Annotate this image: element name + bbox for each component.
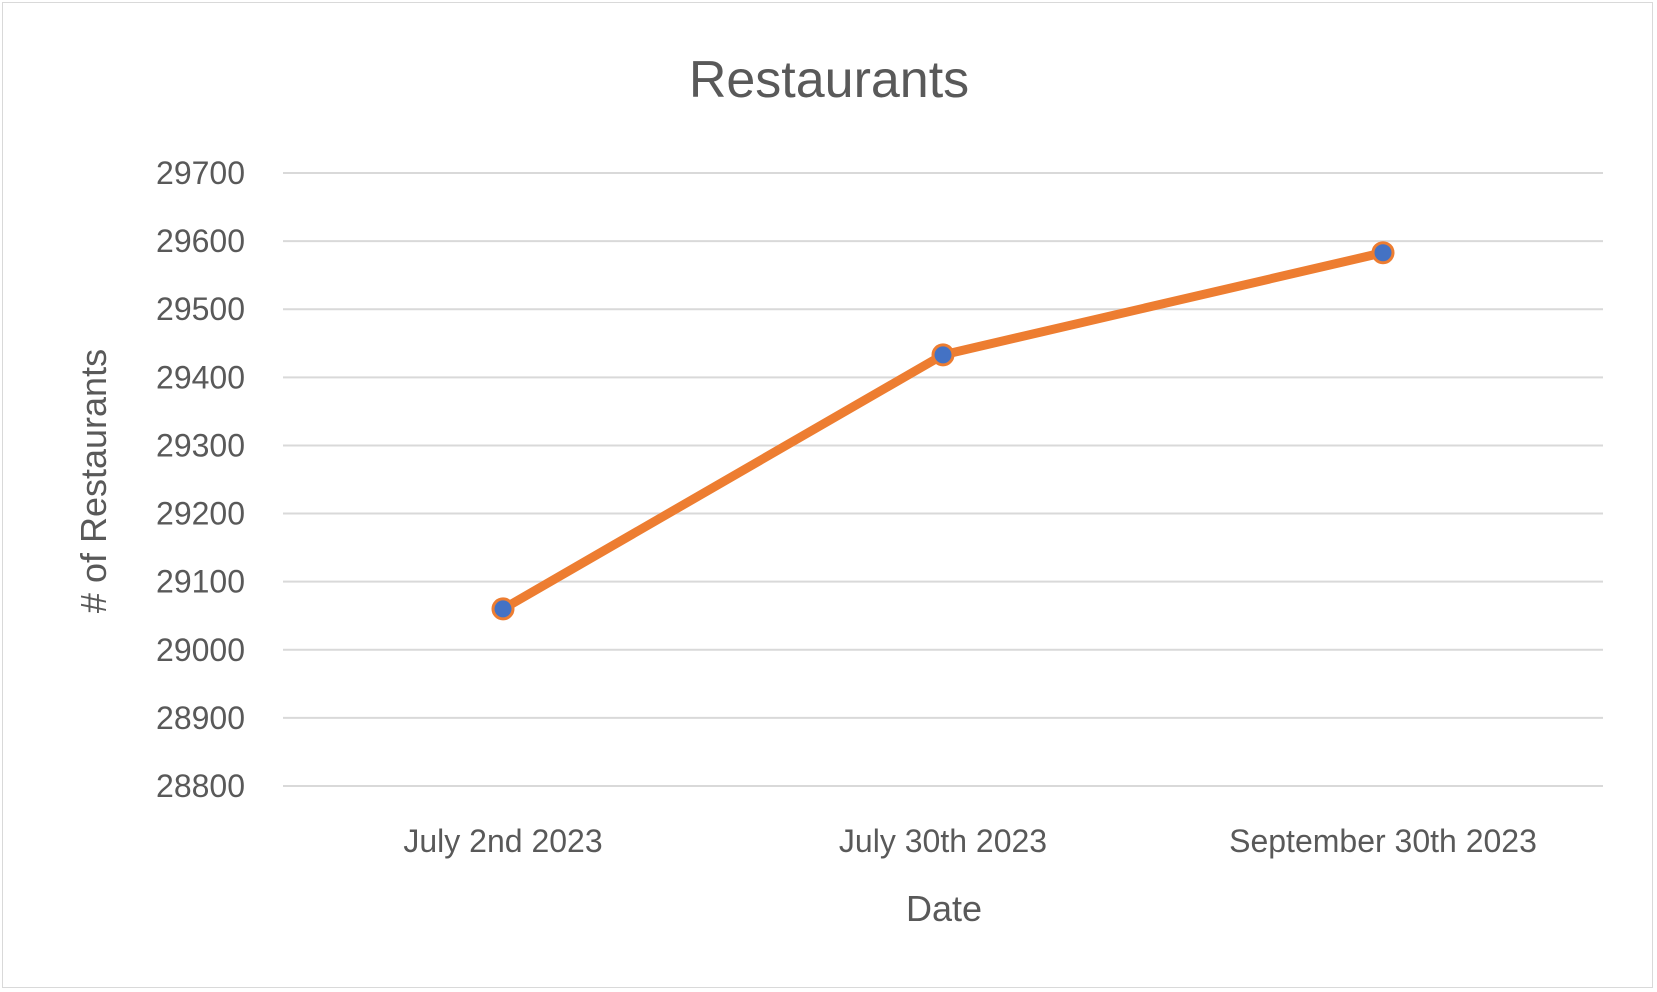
data-point bbox=[931, 343, 955, 367]
y-tick-label: 29700 bbox=[156, 155, 245, 191]
series-layer bbox=[491, 241, 1395, 621]
x-axis-title: Date bbox=[906, 888, 982, 929]
y-tick-label: 29400 bbox=[156, 359, 245, 395]
y-tick-label: 29300 bbox=[156, 427, 245, 463]
data-point bbox=[1371, 241, 1395, 265]
y-axis-title: # of Restaurants bbox=[73, 349, 114, 613]
y-tick-label: 29500 bbox=[156, 291, 245, 327]
x-tick-label: July 30th 2023 bbox=[839, 823, 1047, 859]
y-tick-label: 29600 bbox=[156, 223, 245, 259]
y-axis-tick-labels: 28800 28900 29000 29100 29200 29300 29400 29500… bbox=[156, 155, 245, 804]
y-tick-label: 29000 bbox=[156, 632, 245, 668]
line-chart: Restaurants 28800 28900 29000 29100 29200 293… bbox=[73, 51, 1603, 929]
y-tick-label: 28800 bbox=[156, 768, 245, 804]
chart-title: Restaurants bbox=[689, 51, 969, 109]
x-tick-label: September 30th 2023 bbox=[1229, 823, 1537, 859]
series-line bbox=[498, 248, 1388, 614]
y-tick-label: 29100 bbox=[156, 564, 245, 600]
data-point bbox=[491, 597, 515, 621]
x-tick-label: July 2nd 2023 bbox=[403, 823, 602, 859]
gridlines bbox=[283, 172, 1603, 787]
y-tick-label: 29200 bbox=[156, 496, 245, 532]
y-tick-label: 28900 bbox=[156, 700, 245, 736]
x-axis-tick-labels: July 2nd 2023 July 30th 2023 September 30t… bbox=[403, 823, 1537, 859]
